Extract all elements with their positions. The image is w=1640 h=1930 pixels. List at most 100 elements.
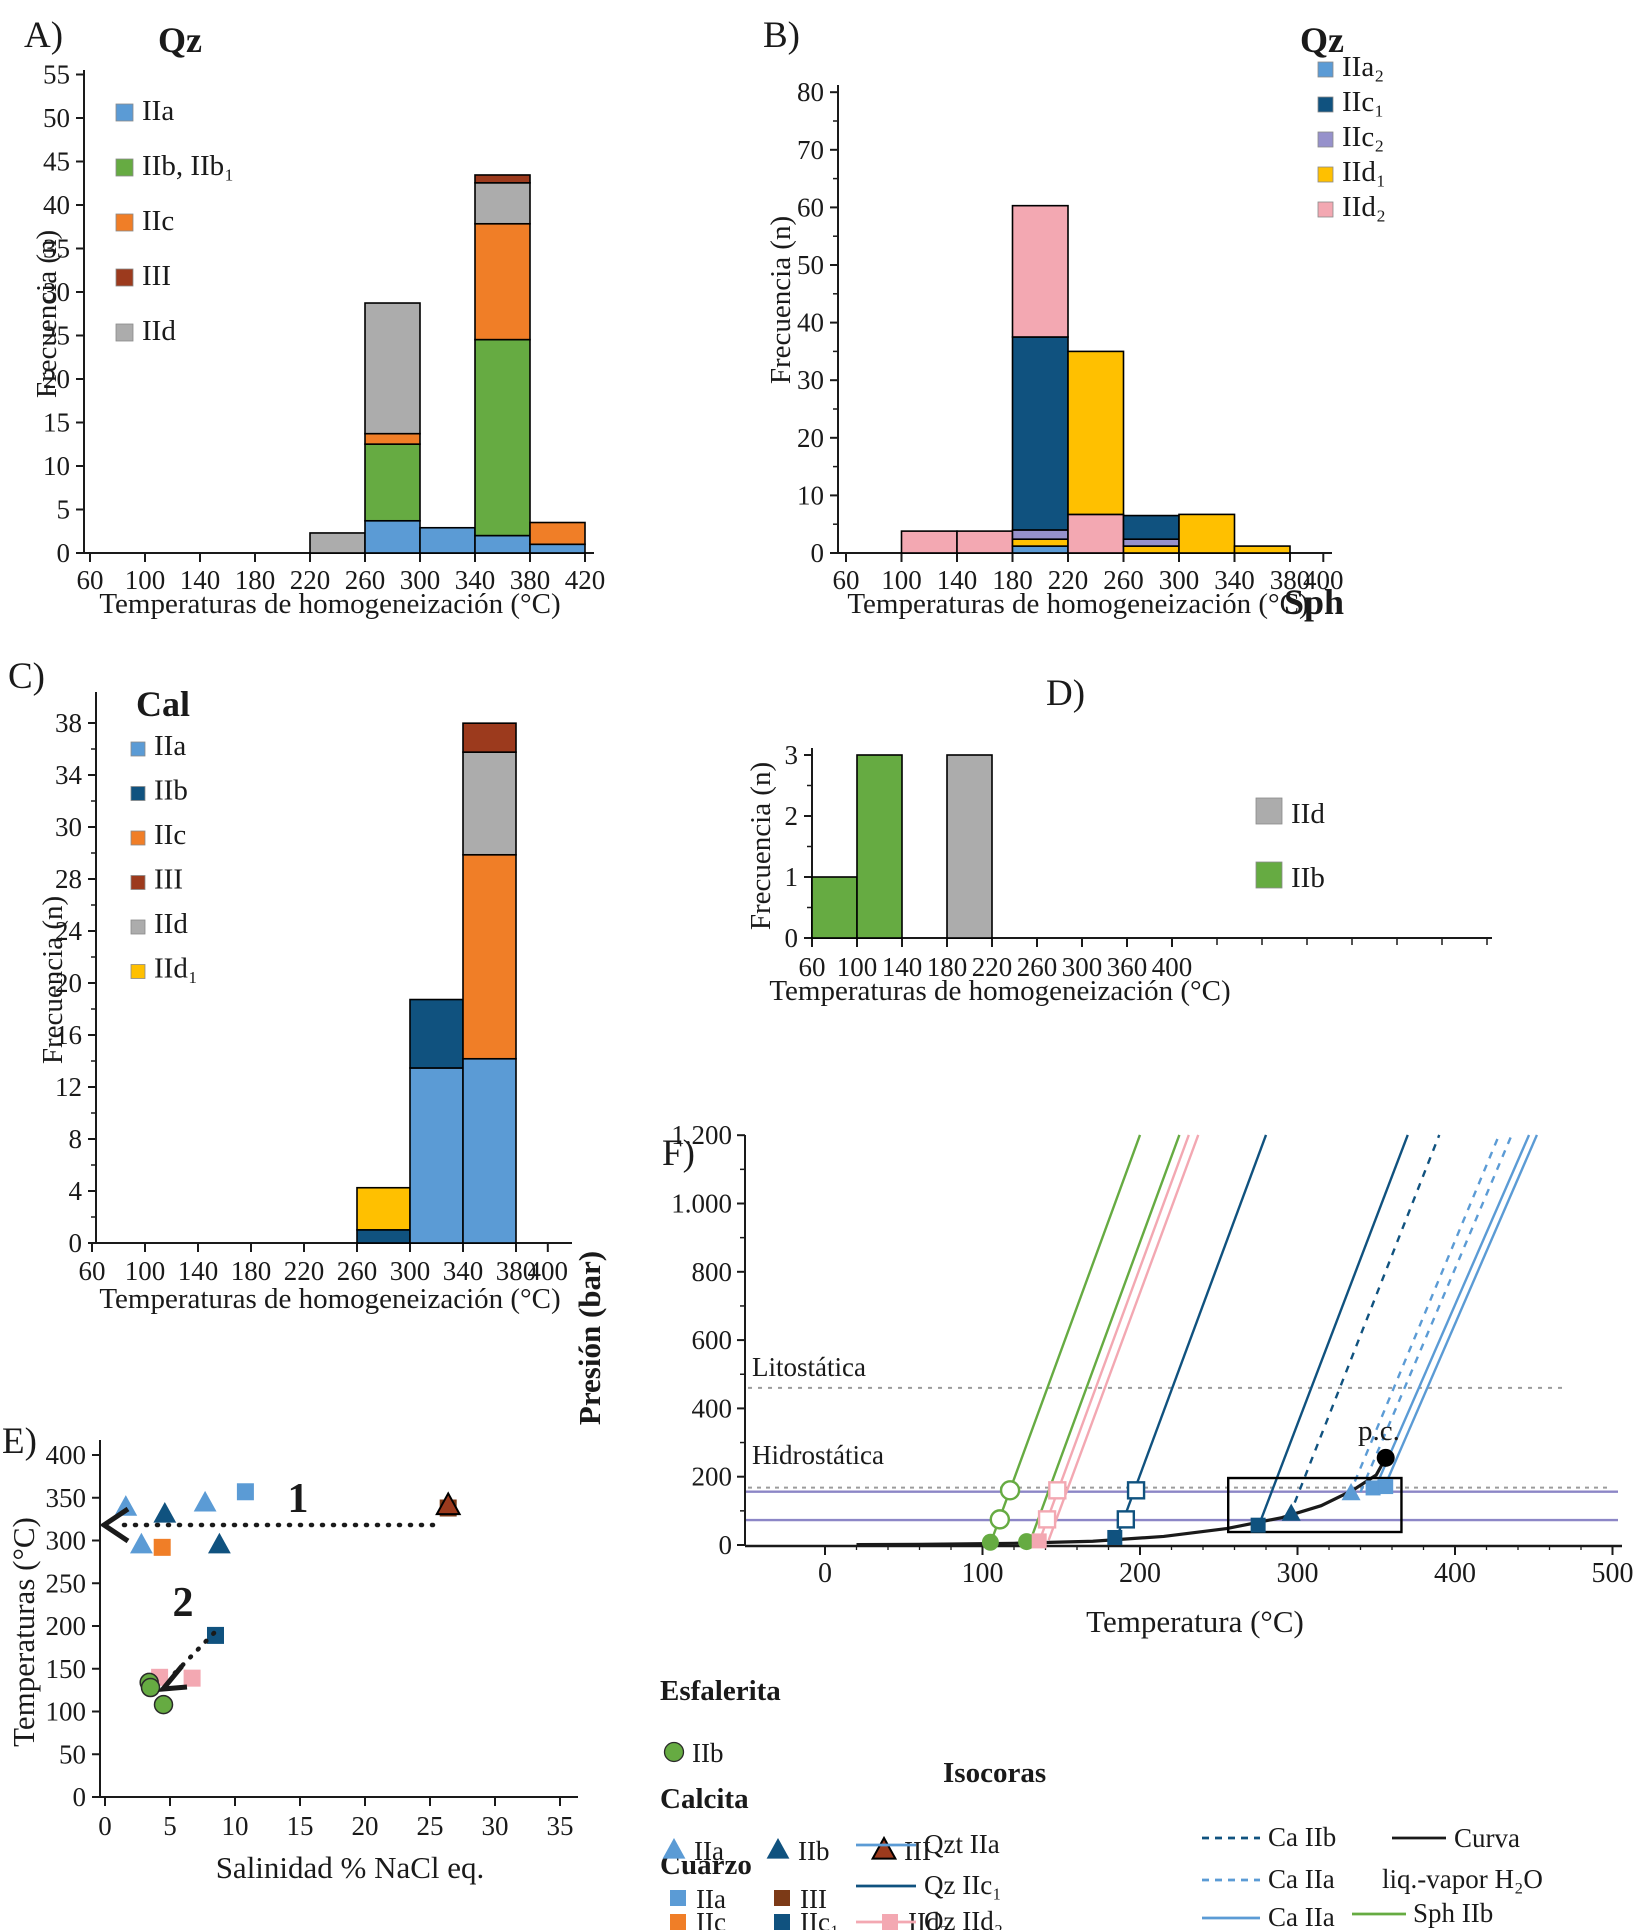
legend-label: IIc <box>154 819 186 851</box>
x-tick-label: 180 <box>992 565 1033 595</box>
bar-segment-IIc1 <box>1122 514 1180 540</box>
isochore <box>1288 1134 1441 1517</box>
x-tick-label: 180 <box>927 952 968 982</box>
legend-label: Ca IIa <box>1268 1902 1335 1930</box>
iso-marker-triangle <box>1341 1483 1361 1501</box>
x-tick-label: 60 <box>833 565 860 595</box>
x-axis-title: Salinidad % NaCl eq. <box>216 1850 485 1885</box>
legend-label: Qzt IIa <box>924 1829 1000 1859</box>
iso-marker-square <box>1250 1517 1266 1533</box>
legend-label: IIb <box>154 775 188 807</box>
x-tick-label: 220 <box>290 565 331 595</box>
bar-segment-III <box>462 722 517 753</box>
iso-marker-square <box>1037 1510 1057 1529</box>
panel-title: Qz <box>158 20 202 60</box>
y-tick-label: 10 <box>43 451 70 481</box>
x-tick-label: 340 <box>1214 565 1255 595</box>
y-tick-label: 60 <box>797 192 824 222</box>
bar-segment-IId2 <box>1011 204 1069 338</box>
y-tick-label: 300 <box>46 1526 87 1556</box>
legend-swatch-IIc1 <box>1317 96 1334 113</box>
legend-label: IIa <box>694 1836 724 1866</box>
panel-letter-d: D) <box>1046 673 1086 714</box>
x-tick-label: 140 <box>882 952 923 982</box>
legend-label: IIc <box>142 205 174 237</box>
x-tick-label: 340 <box>443 1256 484 1286</box>
bar-segment-IIb <box>409 998 464 1069</box>
legend-marker-circle <box>663 1741 685 1763</box>
legend-label: IIb <box>692 1738 723 1768</box>
panel-c-histogram: 0 4 8 12 16 20 24 28 30 34 38 60 100 140 180 220 260 300 3… <box>37 684 572 1315</box>
legend-swatch-IIa <box>115 103 134 122</box>
x-tick-label: 140 <box>937 565 978 595</box>
y-tick-label: 8 <box>69 1124 83 1154</box>
y-tick-label: 3 <box>785 740 799 770</box>
x-tick-label: 220 <box>284 1256 325 1286</box>
bar-segment-IId1 <box>1178 513 1236 554</box>
y-tick-label: 1.000 <box>671 1189 732 1219</box>
iso-marker-square <box>1126 1481 1146 1500</box>
legend-swatch-IIc <box>115 213 134 232</box>
legend-marker-triangle <box>662 1838 686 1859</box>
iso-marker-square <box>1365 1480 1381 1496</box>
legend-label: IIa₂ <box>1342 51 1384 83</box>
y-axis-title: Frecuencia (n) <box>745 762 777 930</box>
iso-marker-square <box>1031 1533 1047 1549</box>
x-tick-label: 0 <box>98 1811 112 1841</box>
x-tick-label: 220 <box>1048 565 1089 595</box>
x-tick-label: 180 <box>231 1256 272 1286</box>
x-axis-title: Temperaturas de homogeneización (°C) <box>769 975 1230 1007</box>
y-tick-label: 350 <box>46 1483 87 1513</box>
y-tick-label: 20 <box>43 364 70 394</box>
isochore <box>1373 1134 1531 1490</box>
legend-label: IIa <box>142 95 174 127</box>
highlight-box <box>1226 1476 1403 1534</box>
x-tick-label: 260 <box>1103 565 1144 595</box>
isochore <box>1383 1134 1539 1489</box>
isochore <box>1359 1134 1513 1493</box>
legend-label: Qz IIc₁ <box>924 1870 1002 1900</box>
legend-label: IId₂ <box>1342 191 1386 223</box>
y-tick-label: 600 <box>692 1325 733 1355</box>
iso-marker-square <box>1048 1481 1067 1500</box>
panel-letter-a: A) <box>24 15 64 56</box>
legend-label: III <box>142 260 171 292</box>
x-tick-label: 260 <box>337 1256 378 1286</box>
x-tick-label: 100 <box>125 565 166 595</box>
y-tick-label: 38 <box>55 708 82 738</box>
legend-label: III <box>904 1836 931 1866</box>
legend-swatch-III <box>130 875 146 890</box>
x-tick-label: 100 <box>962 1558 1004 1589</box>
bar-segment-IIc <box>474 222 531 341</box>
point-square <box>236 1483 254 1501</box>
y-tick-label: 25 <box>43 321 70 351</box>
bar-segment-IIc <box>364 432 421 445</box>
isochore <box>1038 1134 1190 1542</box>
legend-swatch-III <box>115 268 134 287</box>
legend-label: IIb <box>798 1836 829 1866</box>
bar-segment-IIb <box>856 754 903 939</box>
y-tick-label: 30 <box>43 277 70 307</box>
legend-marker-square <box>670 1890 686 1906</box>
legend-label: IId <box>142 315 176 347</box>
critical-point <box>1376 1448 1395 1467</box>
y-tick-label: 55 <box>43 60 70 90</box>
panel-letter-c: C) <box>8 656 45 697</box>
isochore <box>1115 1134 1268 1540</box>
bar-segment-IIa <box>462 1057 517 1244</box>
legend-swatch-IIa <box>130 741 146 757</box>
x-tick-label: 420 <box>565 565 606 595</box>
point-square <box>153 1538 171 1556</box>
y-tick-label: 15 <box>43 408 70 438</box>
reference-line-label: Litostática <box>752 1352 866 1382</box>
legend-label: III <box>154 864 183 896</box>
iso-marker-square <box>1107 1529 1123 1545</box>
x-tick-label: 100 <box>881 565 922 595</box>
x-tick-label: 300 <box>1277 1558 1319 1589</box>
y-tick-label: 0 <box>73 1782 87 1812</box>
bar-segment-IIc1 <box>1011 336 1069 531</box>
legend-label: IIa <box>154 730 186 762</box>
legend-marker-triangle <box>870 1835 898 1860</box>
legend-swatch-IIb <box>1255 861 1283 889</box>
point-tri <box>114 1495 138 1516</box>
